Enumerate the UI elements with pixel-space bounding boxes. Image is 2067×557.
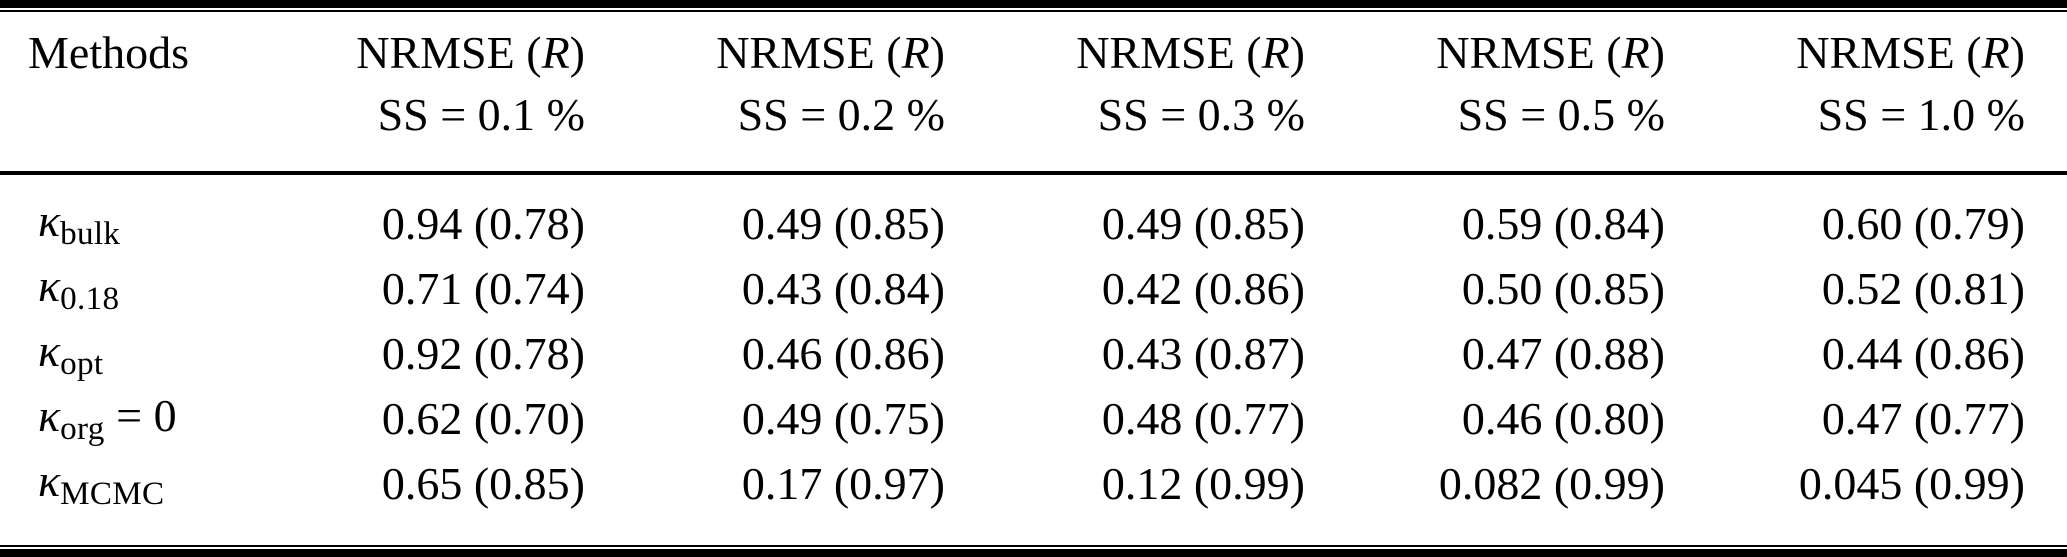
cell-value: 0.47 (0.77): [1821, 393, 2025, 444]
kappa-symbol: κ: [38, 325, 61, 377]
cell-value: 0.65 (0.85): [381, 458, 585, 509]
table-row-kappa-org-0: κorg = 0 0.62 (0.70) 0.49 (0.75) 0.48 (0…: [0, 386, 2067, 451]
method-label: κ0.18: [0, 256, 225, 321]
header-row: Methods NRMSE (R) SS = 0.1 % NRMSE (R) SS …: [0, 12, 2067, 175]
metric-r-italic: R: [1621, 27, 1650, 78]
metric-r-italic: R: [541, 27, 570, 78]
method-label: κbulk: [0, 173, 225, 256]
metric-label: NRMSE (R): [1436, 27, 1665, 78]
cell-value: 0.46 (0.86): [741, 328, 945, 379]
cell-value: 0.62 (0.70): [381, 393, 585, 444]
cell-value: 0.49 (0.85): [741, 198, 945, 249]
cell-value: 0.59 (0.84): [1461, 198, 1665, 249]
cell-value: 0.94 (0.78): [381, 198, 585, 249]
metric-label: NRMSE (R): [1796, 27, 2025, 78]
table-row-kappa-mcmc: κMCMC 0.65 (0.85) 0.17 (0.97) 0.12 (0.99…: [0, 451, 2067, 545]
cell-value: 0.48 (0.77): [1101, 393, 1305, 444]
kappa-subscript: MCMC: [60, 474, 165, 512]
kappa-symbol: κ: [38, 195, 61, 247]
cell-value: 0.52 (0.81): [1821, 263, 2025, 314]
method-label: κorg = 0: [0, 386, 225, 451]
cell-value: 0.92 (0.78): [381, 328, 585, 379]
metric-label: NRMSE (R): [356, 27, 585, 78]
col-header-ss-1-0: NRMSE (R) SS = 1.0 %: [1665, 12, 2067, 175]
table-top-rule-thin: [0, 10, 2067, 12]
cell-value: 0.50 (0.85): [1461, 263, 1665, 314]
table-header: Methods NRMSE (R) SS = 0.1 % NRMSE (R) SS …: [0, 12, 2067, 175]
kappa-subscript: bulk: [60, 214, 121, 252]
metric-label: NRMSE (R): [1076, 27, 1305, 78]
cell-value: 0.71 (0.74): [381, 263, 585, 314]
col-header-ss-0-5: NRMSE (R) SS = 0.5 %: [1305, 12, 1665, 175]
kappa-symbol: κ: [38, 390, 61, 442]
table-row-kappa-018: κ0.18 0.71 (0.74) 0.43 (0.84) 0.42 (0.86…: [0, 256, 2067, 321]
condition-label: SS = 0.5 %: [1457, 89, 1665, 140]
metric-label: NRMSE (R): [716, 27, 945, 78]
col-header-ss-0-3: NRMSE (R) SS = 0.3 %: [945, 12, 1305, 175]
cell-value: 0.47 (0.88): [1461, 328, 1665, 379]
method-label: κMCMC: [0, 451, 225, 545]
cell-value: 0.43 (0.84): [741, 263, 945, 314]
cell-value: 0.49 (0.75): [741, 393, 945, 444]
method-label: κopt: [0, 321, 225, 386]
table-bottom-rule-thick: [0, 549, 2067, 557]
table-row-kappa-bulk: κbulk 0.94 (0.78) 0.49 (0.85) 0.49 (0.85…: [0, 173, 2067, 256]
col-header-ss-0-1: NRMSE (R) SS = 0.1 %: [225, 12, 585, 175]
table-top-rule-thick: [0, 0, 2067, 8]
cell-value: 0.17 (0.97): [741, 458, 945, 509]
kappa-symbol: κ: [38, 260, 61, 312]
col-header-ss-0-2: NRMSE (R) SS = 0.2 %: [585, 12, 945, 175]
condition-label: SS = 0.1 %: [377, 89, 585, 140]
cell-value: 0.045 (0.99): [1798, 458, 2025, 509]
cell-value: 0.12 (0.99): [1101, 458, 1305, 509]
kappa-subscript: opt: [60, 344, 104, 382]
table-row-kappa-opt: κopt 0.92 (0.78) 0.46 (0.86) 0.43 (0.87)…: [0, 321, 2067, 386]
kappa-subscript: 0.18: [60, 279, 120, 317]
metric-r-italic: R: [1261, 27, 1290, 78]
condition-label: SS = 0.2 %: [737, 89, 945, 140]
table-bottom-rule-thin: [0, 545, 2067, 547]
cell-value: 0.60 (0.79): [1821, 198, 2025, 249]
results-table: Methods NRMSE (R) SS = 0.1 % NRMSE (R) SS …: [0, 12, 2067, 545]
cell-value: 0.46 (0.80): [1461, 393, 1665, 444]
metric-r-italic: R: [1981, 27, 2010, 78]
metric-r-italic: R: [901, 27, 930, 78]
condition-label: SS = 0.3 %: [1097, 89, 1305, 140]
cell-value: 0.49 (0.85): [1101, 198, 1305, 249]
kappa-symbol: κ: [38, 455, 61, 507]
cell-value: 0.43 (0.87): [1101, 328, 1305, 379]
cell-value: 0.082 (0.99): [1438, 458, 1665, 509]
kappa-suffix: = 0: [104, 390, 177, 442]
table-body: κbulk 0.94 (0.78) 0.49 (0.85) 0.49 (0.85…: [0, 173, 2067, 545]
cell-value: 0.44 (0.86): [1821, 328, 2025, 379]
col-header-methods: Methods: [0, 12, 225, 175]
cell-value: 0.42 (0.86): [1101, 263, 1305, 314]
kappa-subscript: org: [60, 409, 105, 447]
condition-label: SS = 1.0 %: [1817, 89, 2025, 140]
